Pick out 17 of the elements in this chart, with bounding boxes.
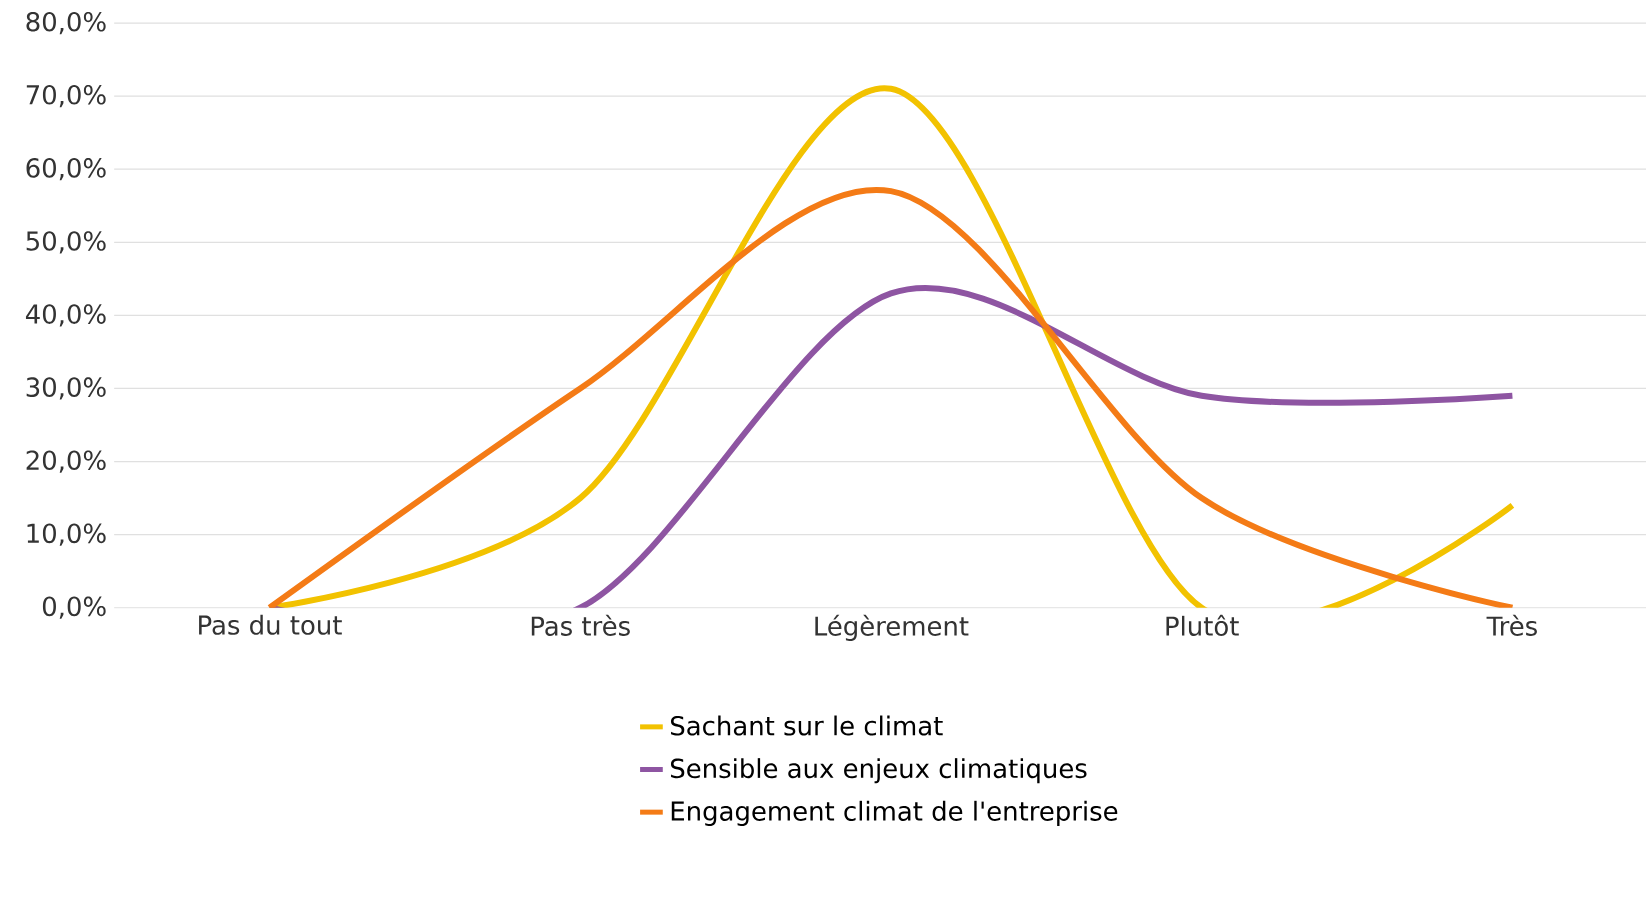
x-tick-label: Légèrement [815, 614, 969, 641]
y-tick-label: 40,0% [25, 304, 106, 327]
y-tick-label: 50,0% [26, 231, 106, 254]
y-tick-label: 10,0% [27, 523, 106, 546]
y-tick-label: 0,0% [42, 596, 106, 619]
x-tick-label: Pas du tout [199, 614, 342, 635]
y-tick-label: 30,0% [26, 377, 106, 400]
y-tick-label: 60,0% [26, 158, 106, 181]
x-tick-label: Très [1486, 614, 1537, 636]
legend-label: Engagement climat de l'entreprise [671, 800, 1118, 826]
y-tick-label: 80,0% [26, 11, 106, 35]
y-tick-label: 20,0% [26, 450, 106, 473]
y-tick-label: 70,0% [26, 84, 106, 108]
x-tick-label: Plutôt [1166, 614, 1239, 636]
legend-label: Sachant sur le climat [670, 715, 943, 736]
legend-label: Sensible aux enjeux climatiques [670, 758, 1087, 784]
x-tick-label: Pas très [531, 614, 630, 636]
